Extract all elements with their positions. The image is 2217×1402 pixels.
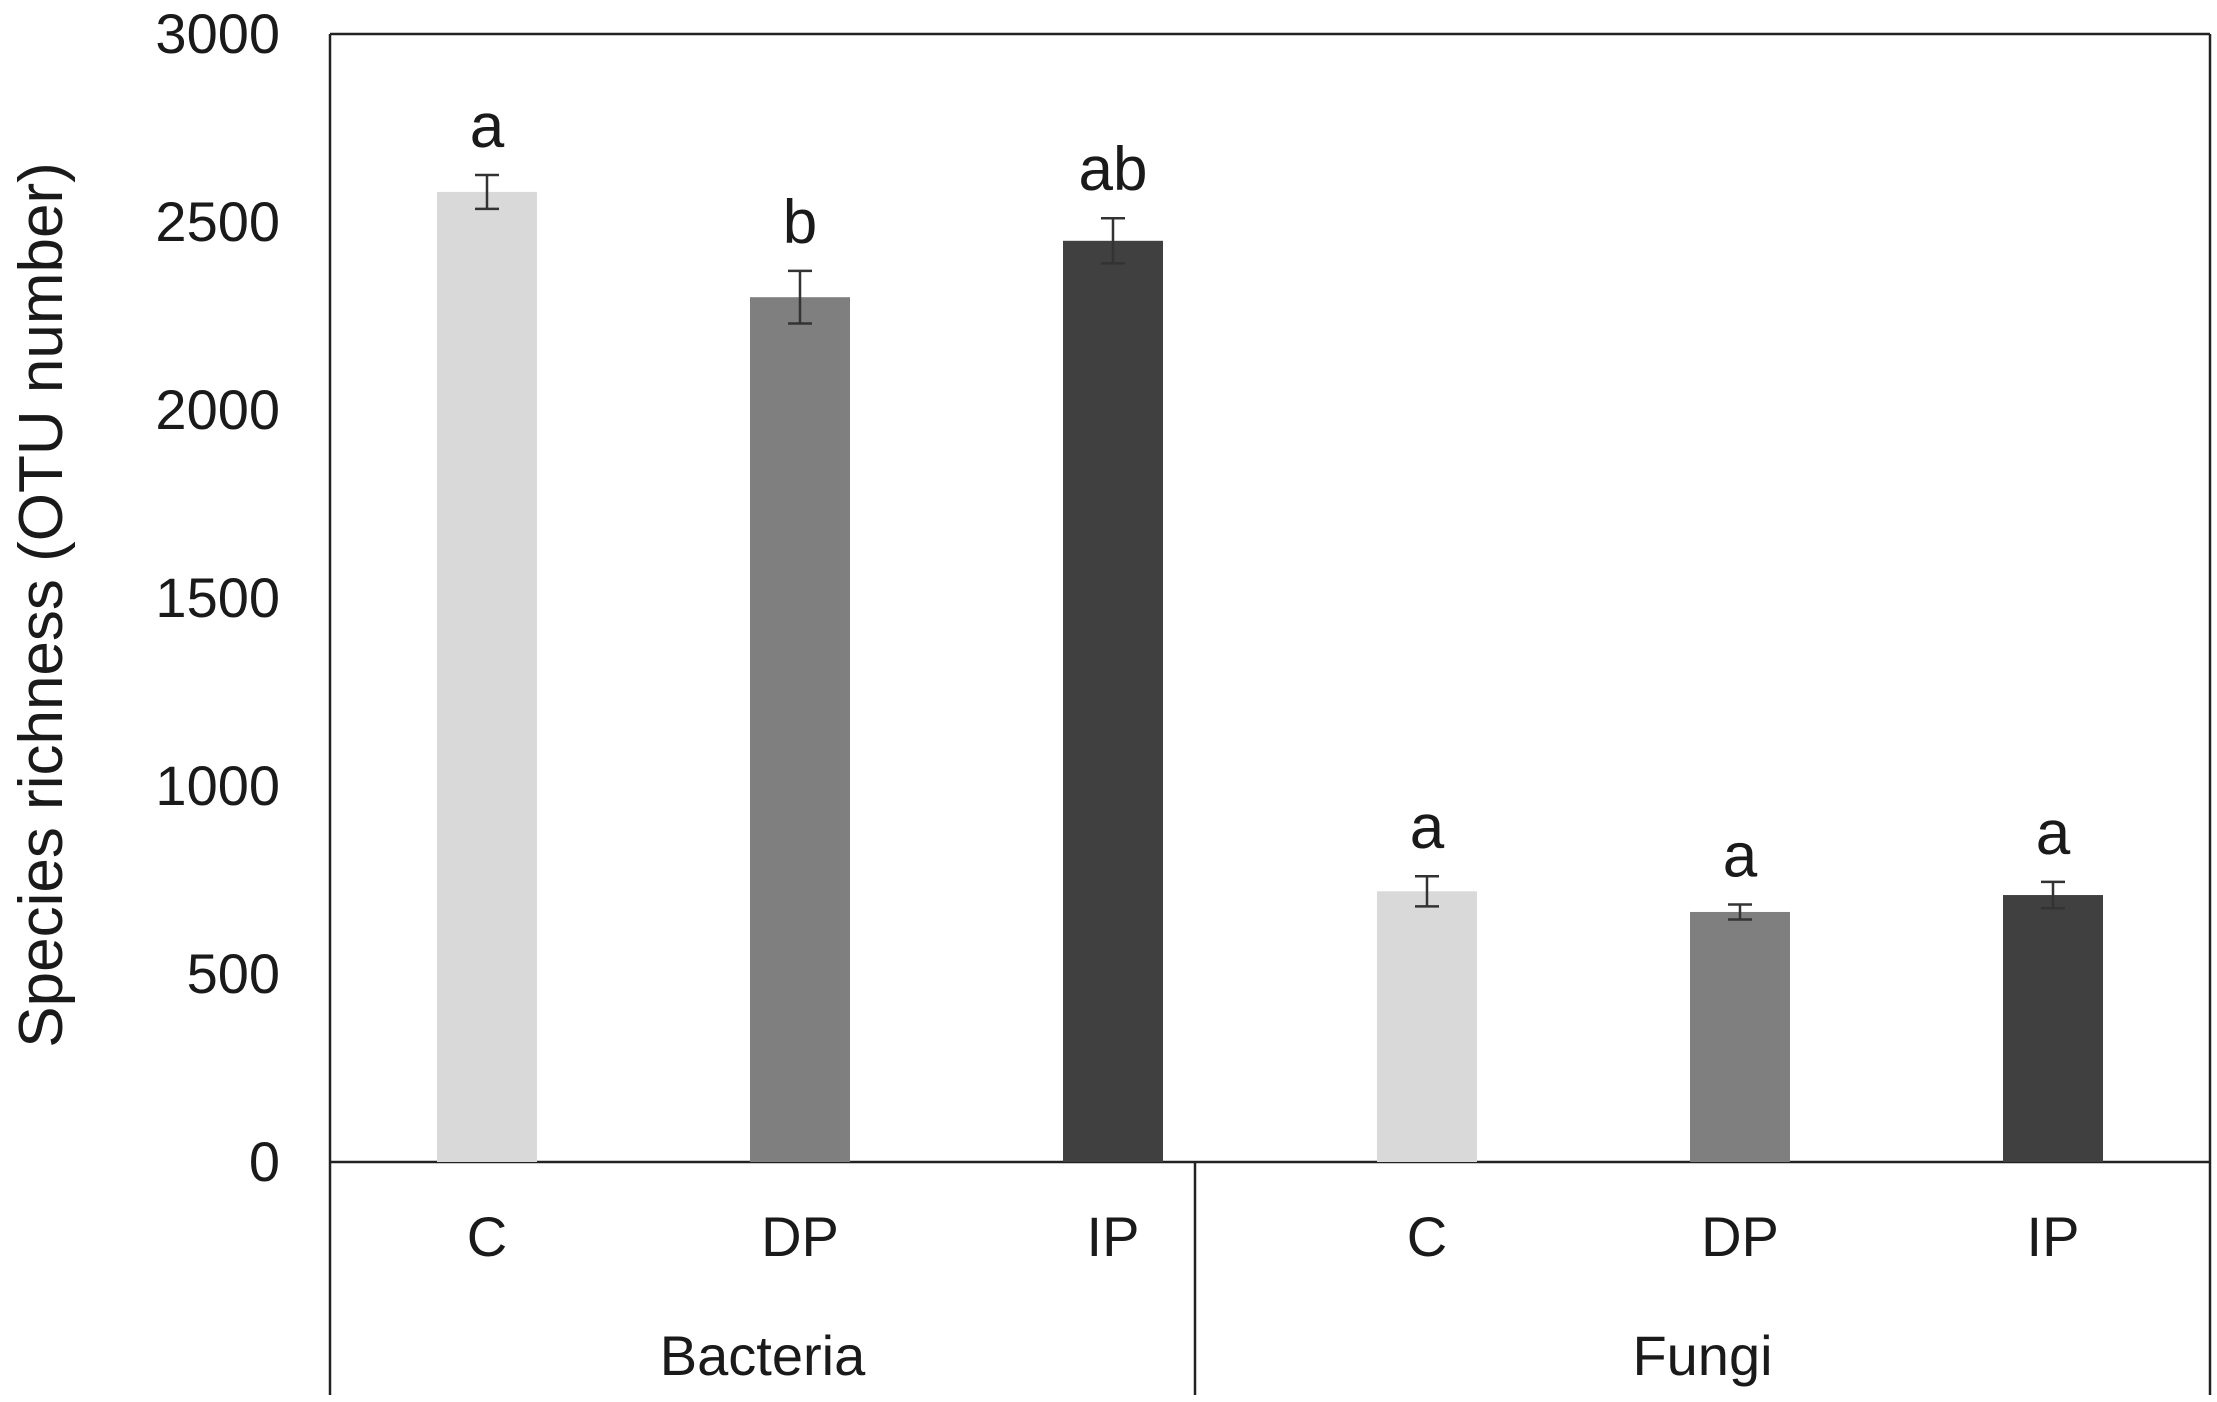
bar bbox=[1377, 891, 1477, 1162]
significance-letter: a bbox=[470, 92, 505, 161]
y-tick-label: 0 bbox=[249, 1130, 280, 1193]
bar bbox=[1690, 911, 1790, 1162]
bar bbox=[2003, 895, 2103, 1162]
y-tick-label: 2000 bbox=[155, 378, 280, 441]
x-category-label: IP bbox=[2027, 1205, 2080, 1268]
x-group-label: Fungi bbox=[1632, 1324, 1772, 1387]
x-category-label: C bbox=[467, 1205, 507, 1268]
x-group-label: Bacteria bbox=[660, 1324, 866, 1387]
x-category-label: DP bbox=[761, 1205, 839, 1268]
bar bbox=[750, 297, 850, 1162]
x-category-label: DP bbox=[1701, 1205, 1779, 1268]
significance-letter: a bbox=[2036, 799, 2071, 868]
x-category-label: IP bbox=[1087, 1205, 1140, 1268]
bar bbox=[437, 191, 537, 1163]
significance-letter: a bbox=[1410, 793, 1445, 862]
significance-letter: a bbox=[1723, 821, 1758, 890]
plot-area: 0 500 1000 1500 2000 2500 3000 a Cb DP ab IP a Ca DP a I… bbox=[155, 2, 2212, 1395]
y-axis-title: Species richness (OTU number) bbox=[7, 162, 76, 1048]
y-tick-label: 500 bbox=[187, 942, 280, 1005]
significance-letter: ab bbox=[1079, 135, 1148, 204]
x-category-label: C bbox=[1407, 1205, 1447, 1268]
bar bbox=[1063, 240, 1163, 1163]
significance-letter: b bbox=[783, 188, 817, 257]
y-tick-label: 2500 bbox=[155, 190, 280, 253]
y-tick-label: 1500 bbox=[155, 566, 280, 629]
y-tick-label: 1000 bbox=[155, 754, 280, 817]
y-tick-label: 3000 bbox=[155, 2, 280, 65]
